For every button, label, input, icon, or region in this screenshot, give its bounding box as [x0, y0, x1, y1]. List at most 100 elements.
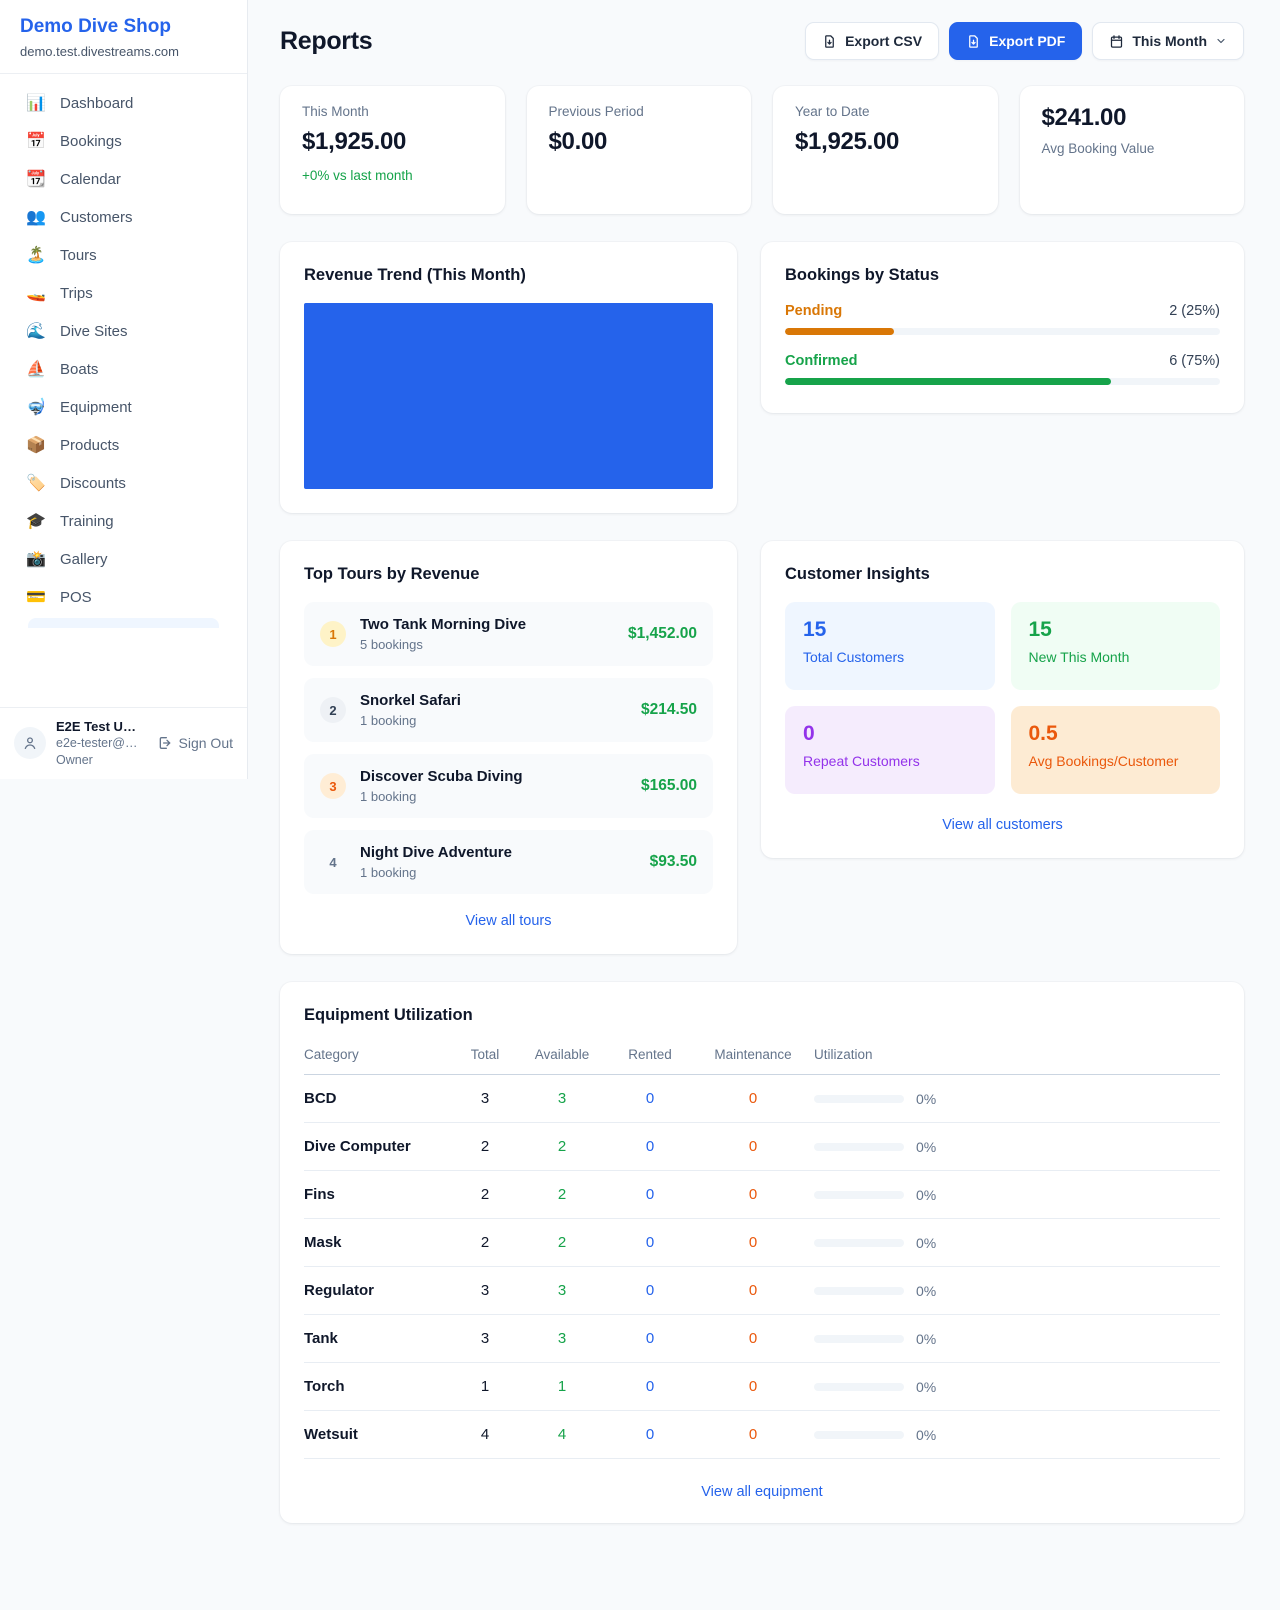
- stat-delta: +0% vs last month: [302, 168, 413, 183]
- tour-bookings: 5 bookings: [360, 637, 423, 652]
- sidebar-item-trips[interactable]: 🚤 Trips: [14, 276, 233, 311]
- calendar-icon: 📆: [26, 170, 46, 188]
- col-header-utilization: Utilization: [814, 1047, 873, 1062]
- utilization-percent: 0%: [916, 1234, 937, 1251]
- equipment-total: 3: [480, 1090, 490, 1107]
- stat-label: This Month: [302, 104, 369, 119]
- tour-name: Night Dive Adventure: [360, 844, 512, 861]
- top-tours-title: Top Tours by Revenue: [304, 565, 480, 583]
- equipment-utilization-cell: 0%: [814, 1187, 1220, 1203]
- period-dropdown[interactable]: This Month: [1092, 22, 1244, 60]
- status-row-pending: Pending 2 (25%): [785, 303, 1220, 335]
- sidebar-item-customers[interactable]: 👥 Customers: [14, 200, 233, 235]
- dashboard-icon: 📊: [26, 94, 46, 112]
- col-header-maintenance: Maintenance: [714, 1047, 792, 1062]
- table-row: Tank 3 3 0 0 0%: [304, 1315, 1220, 1363]
- tour-row: 4 Night Dive Adventure 1 booking $93.50: [304, 830, 713, 894]
- equipment-utilization-cell: 0%: [814, 1091, 1220, 1107]
- revenue-trend-title: Revenue Trend (This Month): [304, 266, 526, 284]
- equipment-maintenance: 0: [748, 1330, 758, 1347]
- sidebar-item-calendar[interactable]: 📆 Calendar: [14, 162, 233, 197]
- rank-badge: 1: [320, 621, 346, 647]
- sidebar-item-gallery[interactable]: 📸 Gallery: [14, 542, 233, 577]
- utilization-bar: [814, 1286, 904, 1295]
- sidebar-item-label: Trips: [60, 285, 93, 302]
- col-header-category: Category: [304, 1047, 359, 1062]
- equipment-rented: 0: [645, 1426, 655, 1443]
- insight-label: Repeat Customers: [803, 753, 920, 769]
- insight-label: New This Month: [1028, 649, 1130, 665]
- sidebar-item-training[interactable]: 🎓 Training: [14, 504, 233, 539]
- utilization-bar: [814, 1238, 904, 1247]
- equipment-available: 1: [557, 1378, 567, 1395]
- stat-value: $241.00: [1041, 104, 1127, 131]
- equipment-category: Tank: [304, 1330, 338, 1347]
- trips-icon: 🚤: [26, 284, 46, 302]
- stat-value: $1,925.00: [795, 128, 900, 155]
- view-all-tours-link[interactable]: View all tours: [465, 913, 552, 929]
- view-all-customers-link[interactable]: View all customers: [942, 817, 1063, 833]
- equipment-available: 2: [557, 1186, 567, 1203]
- insights-row: Top Tours by Revenue 1 Two Tank Morning …: [280, 541, 1244, 954]
- table-row: Mask 2 2 0 0 0%: [304, 1219, 1220, 1267]
- equipment-category: Dive Computer: [304, 1138, 411, 1155]
- equipment-utilization-cell: 0%: [814, 1379, 1220, 1395]
- equipment-rented: 0: [645, 1330, 655, 1347]
- sidebar-item-pos[interactable]: 💳 POS: [14, 580, 233, 615]
- tour-bookings: 1 booking: [360, 713, 417, 728]
- tour-revenue: $93.50: [649, 853, 697, 870]
- sidebar-item-boats[interactable]: ⛵ Boats: [14, 352, 233, 387]
- sidebar-nav: 📊 Dashboard 📅 Bookings 📆 Calendar 👥 Cust…: [0, 74, 247, 628]
- utilization-bar: [814, 1430, 904, 1439]
- sidebar-item-dive-sites[interactable]: 🌊 Dive Sites: [14, 314, 233, 349]
- sidebar-item-bookings[interactable]: 📅 Bookings: [14, 124, 233, 159]
- rank-badge: 2: [320, 697, 346, 723]
- equipment-total: 2: [480, 1186, 490, 1203]
- equipment-rented: 0: [645, 1234, 655, 1251]
- tour-revenue: $1,452.00: [628, 625, 697, 642]
- export-pdf-button[interactable]: Export PDF: [949, 22, 1083, 60]
- equipment-available: 3: [557, 1330, 567, 1347]
- sign-out-button[interactable]: Sign Out: [157, 735, 233, 751]
- utilization-percent: 0%: [916, 1426, 937, 1443]
- document-icon: [969, 34, 978, 48]
- equipment-category: Fins: [304, 1186, 335, 1203]
- user-role: Owner: [56, 753, 93, 768]
- customer-insights-card: Customer Insights 15 Total Customers 15 …: [761, 541, 1244, 858]
- sidebar-item-dashboard[interactable]: 📊 Dashboard: [14, 86, 233, 121]
- sign-out-icon: [159, 737, 170, 750]
- export-csv-button[interactable]: Export CSV: [805, 22, 940, 60]
- sidebar-item-label: Customers: [60, 209, 133, 226]
- chevron-down-icon: [1217, 38, 1225, 44]
- insight-tile-repeat-customers: 0 Repeat Customers: [785, 706, 995, 794]
- sidebar-item-label: Training: [60, 513, 114, 530]
- sidebar-item-tours[interactable]: 🏝️ Tours: [14, 238, 233, 273]
- sidebar-item-label: Boats: [60, 361, 99, 378]
- equipment-maintenance: 0: [748, 1234, 758, 1251]
- equipment-category: Torch: [304, 1378, 345, 1395]
- equipment-utilization-cell: 0%: [814, 1331, 1220, 1347]
- charts-row: Revenue Trend (This Month) Bookings by S…: [280, 242, 1244, 513]
- equipment-rented: 0: [645, 1282, 655, 1299]
- insight-value: 15: [1028, 618, 1052, 641]
- products-icon: 📦: [26, 436, 46, 454]
- sidebar-item-reports-partial[interactable]: [28, 618, 219, 628]
- boats-icon: ⛵: [26, 360, 46, 378]
- utilization-percent: 0%: [916, 1282, 937, 1299]
- equipment-rented: 0: [645, 1378, 655, 1395]
- insight-label: Avg Bookings/Customer: [1028, 753, 1179, 769]
- sidebar-item-equipment[interactable]: 🤿 Equipment: [14, 390, 233, 425]
- sidebar-item-label: Calendar: [60, 171, 121, 188]
- equipment-available: 2: [557, 1138, 567, 1155]
- view-all-equipment-link[interactable]: View all equipment: [701, 1484, 823, 1500]
- tour-row: 3 Discover Scuba Diving 1 booking $165.0…: [304, 754, 713, 818]
- utilization-bar: [814, 1190, 904, 1199]
- tour-revenue: $165.00: [640, 777, 697, 794]
- bookings-by-status-title: Bookings by Status: [785, 266, 940, 284]
- equipment-category: BCD: [304, 1090, 337, 1107]
- table-row: Dive Computer 2 2 0 0 0%: [304, 1123, 1220, 1171]
- sidebar-item-discounts[interactable]: 🏷️ Discounts: [14, 466, 233, 501]
- col-header-total: Total: [470, 1047, 500, 1062]
- sidebar-item-products[interactable]: 📦 Products: [14, 428, 233, 463]
- table-row: BCD 3 3 0 0 0%: [304, 1075, 1220, 1123]
